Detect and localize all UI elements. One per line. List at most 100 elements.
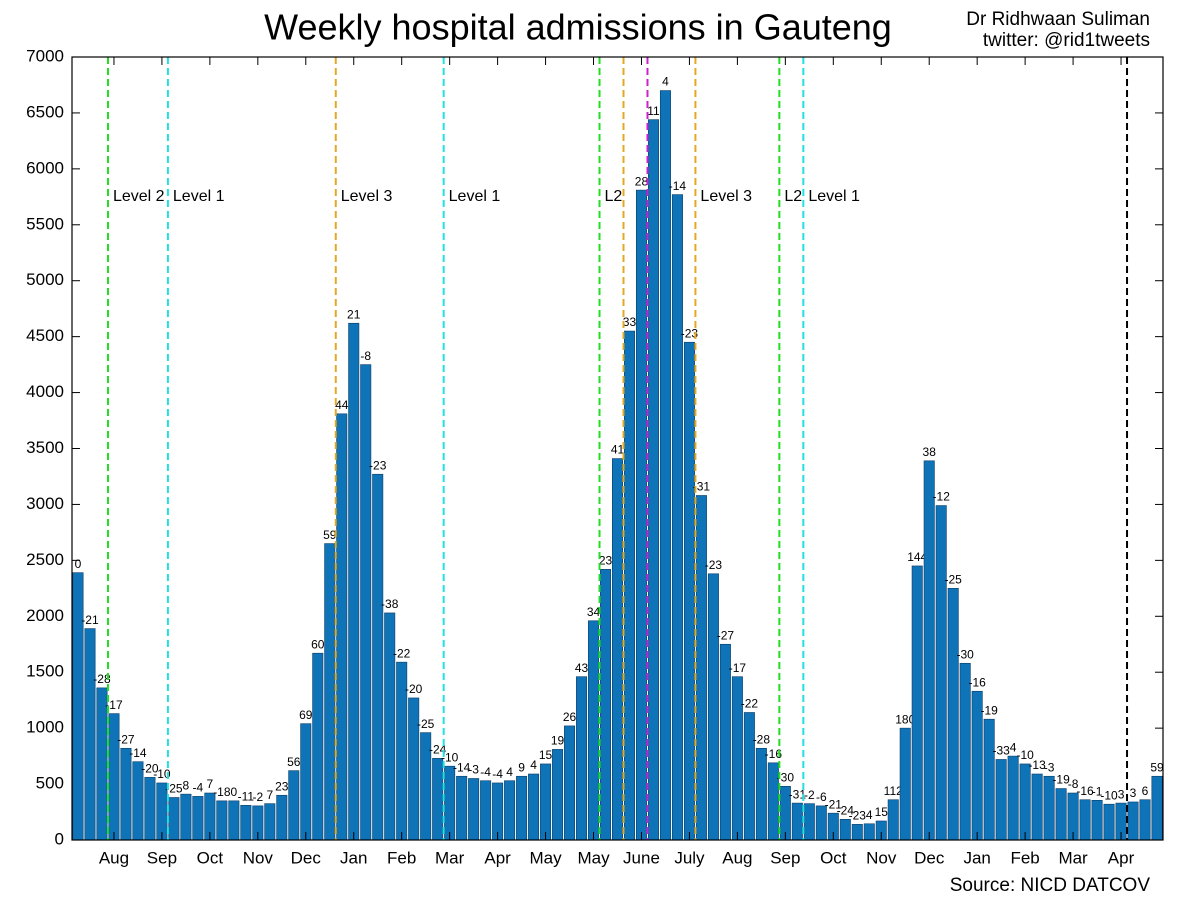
change-label: -38 [381,597,399,611]
bar [180,793,192,841]
change-label: 23 [599,553,613,567]
event-label: Level 3 [700,188,752,205]
bar [851,824,863,841]
bar [564,725,576,841]
bar [144,777,156,841]
change-label: 38 [923,445,937,459]
bar [240,805,252,841]
bar [444,765,456,841]
change-label: 15 [875,805,889,819]
change-label: 60 [311,637,325,651]
y-tick-label: 6000 [26,158,64,177]
change-label: -33 [992,744,1010,758]
change-label: -19 [1052,773,1070,787]
change-label: -14 [129,746,147,760]
source: Source: NICD DATCOV [950,875,1151,896]
change-label: 6 [1142,784,1149,798]
bar [456,775,468,841]
change-label: -27 [117,732,135,746]
x-tick-label: Apr [484,848,511,867]
bar [312,652,324,841]
change-label: -10 [1100,788,1118,802]
change-label: -25 [945,572,963,586]
change-label: -28 [753,732,771,746]
change-label: -13 [1028,758,1046,772]
bar [516,775,528,841]
bar [959,662,971,841]
bar [899,727,911,841]
x-tick-label: Mar [435,848,465,867]
change-label: -23 [369,458,387,472]
change-label: -10 [153,767,171,781]
bar [791,802,803,841]
event-label: L2 [784,188,802,205]
x-tick-label: May [530,848,563,867]
change-label: -30 [777,770,795,784]
y-tick-label: 4000 [26,382,64,401]
change-label: -10 [441,750,459,764]
change-label: -2 [252,790,263,804]
bar [480,780,492,841]
y-tick-label: 6500 [26,102,64,121]
x-tick-label: Aug [722,848,752,867]
x-tick-label: Feb [1010,848,1039,867]
change-label: -8 [360,349,371,363]
bar [863,823,875,841]
change-label: -16 [968,675,986,689]
x-tick-label: Dec [914,848,945,867]
bar [1091,799,1103,841]
change-label: 15 [539,748,553,762]
x-tick-label: Oct [197,848,224,867]
x-tick-label: Dec [291,848,322,867]
bar [348,322,360,841]
bar [528,773,540,841]
change-label: 4 [662,75,669,89]
bar [1151,775,1163,841]
change-label: -3 [1044,760,1055,774]
y-tick-label: 4500 [26,326,64,345]
change-label: -4 [492,767,503,781]
change-label: -19 [980,703,998,717]
change-label: -1 [1092,784,1103,798]
bar [432,758,444,841]
bar [947,588,959,841]
change-label: 33 [623,315,637,329]
change-label: -25 [165,782,183,796]
y-tick-label: 1000 [26,718,64,737]
bar [887,799,899,841]
change-label: -21 [81,613,99,627]
change-label: 34 [587,605,601,619]
change-label: 8 [183,778,190,792]
x-tick-label: Mar [1058,848,1088,867]
bar [84,628,96,841]
change-label: 3 [1130,786,1137,800]
event-label: Level 1 [808,188,860,205]
change-label: -23 [681,326,699,340]
bar [360,364,372,841]
bar [168,797,180,841]
x-tick-label: Sep [770,848,800,867]
bar [1079,799,1091,841]
change-label: -17 [729,661,747,675]
event-label: L2 [605,188,623,205]
y-tick-label: 2500 [26,550,64,569]
bar [228,800,240,841]
change-label: 59 [1150,760,1164,774]
bar [695,495,707,841]
bar [707,573,719,841]
bar [635,189,647,841]
x-tick-label: Feb [387,848,416,867]
change-label: 9 [518,760,525,774]
change-label: -16 [765,747,783,761]
author: Dr Ridhwaan Suliman [966,9,1150,30]
bar [300,723,312,841]
change-label: 4 [506,765,513,779]
y-tick-label: 5500 [26,214,64,233]
change-label: 56 [287,755,301,769]
change-label: -24 [837,803,855,817]
x-tick-label: Oct [820,848,847,867]
change-label: 7 [207,777,214,791]
change-label: 28 [635,174,649,188]
change-label: -3 [468,763,479,777]
